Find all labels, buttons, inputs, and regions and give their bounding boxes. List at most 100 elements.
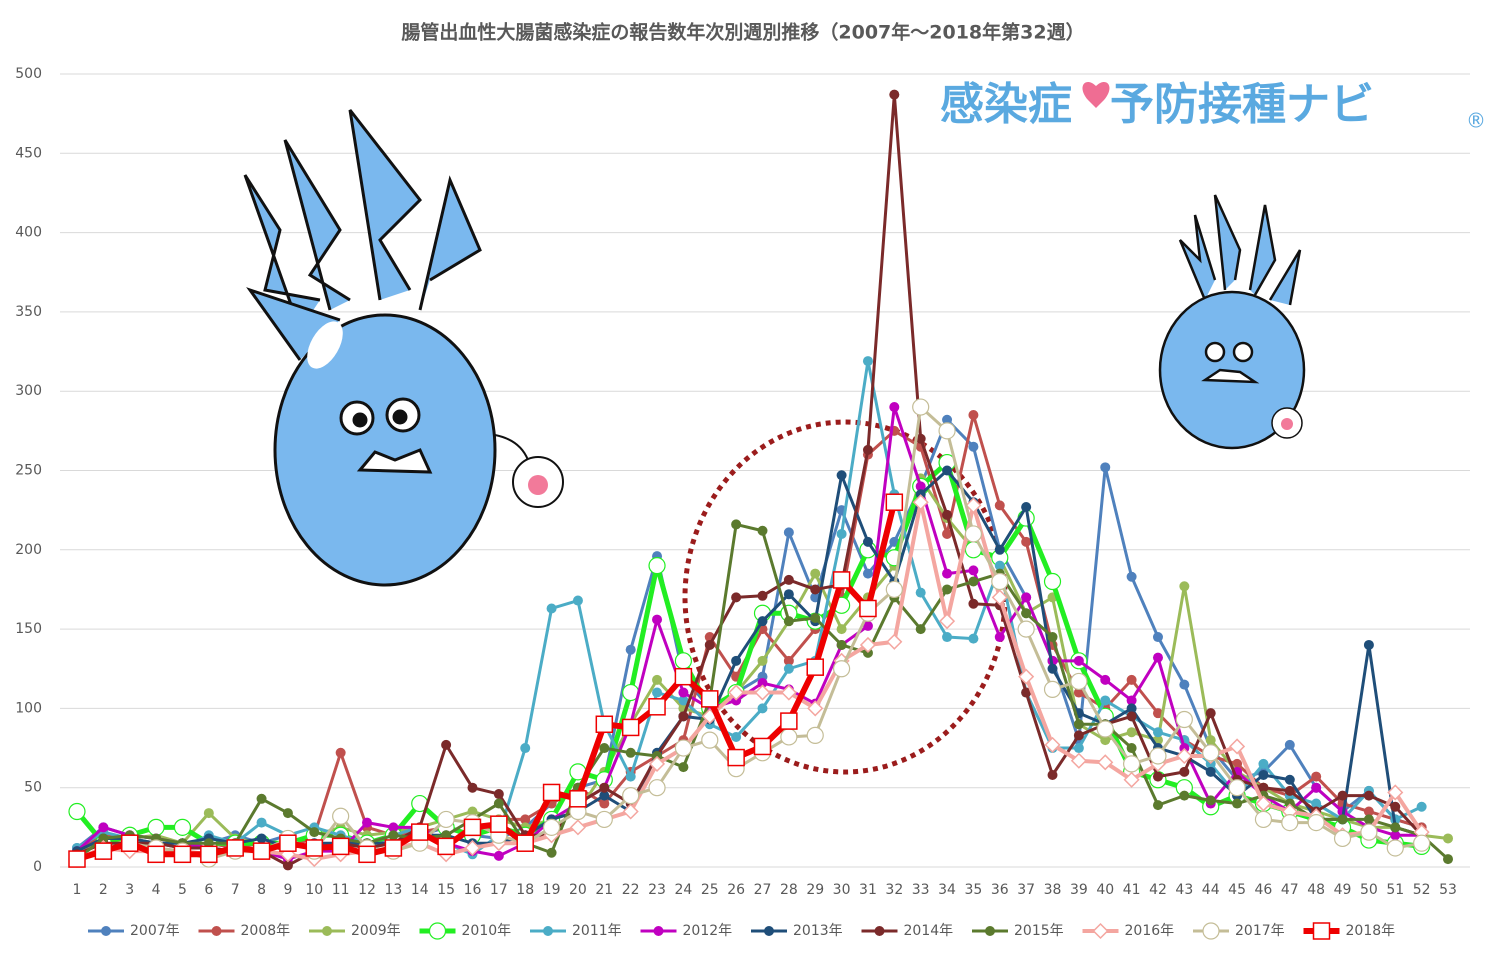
logo-left: 感染症 xyxy=(940,79,1072,130)
x-tick-label: 46 xyxy=(1255,882,1273,898)
x-tick-label: 32 xyxy=(885,882,903,898)
y-tick-label: 0 xyxy=(33,859,42,875)
marker xyxy=(1311,782,1322,793)
marker xyxy=(1070,672,1088,691)
marker xyxy=(1073,655,1084,666)
y-tick-label: 250 xyxy=(15,463,42,479)
x-tick-label: 50 xyxy=(1360,882,1378,898)
illustrations xyxy=(243,109,1306,775)
x-tick-label: 43 xyxy=(1175,882,1193,898)
marker xyxy=(942,528,953,539)
germ-small xyxy=(1158,194,1306,450)
y-tick-label: 400 xyxy=(15,225,42,241)
marker xyxy=(147,818,165,836)
marker xyxy=(1413,834,1431,852)
marker xyxy=(621,718,640,737)
x-tick-label: 3 xyxy=(125,882,134,898)
marker xyxy=(915,587,926,598)
marker xyxy=(98,822,109,833)
legend-label: 2011年 xyxy=(572,923,622,939)
marker xyxy=(674,739,693,757)
marker xyxy=(437,837,455,856)
marker xyxy=(1021,592,1032,603)
x-tick-label: 8 xyxy=(257,882,266,898)
marker xyxy=(1255,795,1272,812)
marker xyxy=(965,497,982,514)
marker xyxy=(1021,501,1032,512)
marker xyxy=(1443,833,1453,844)
marker xyxy=(1205,766,1216,777)
marker xyxy=(1258,782,1269,793)
marker xyxy=(1044,736,1061,753)
marker xyxy=(1387,784,1404,801)
marker xyxy=(942,509,953,520)
x-tick-label: 39 xyxy=(1070,882,1088,898)
marker xyxy=(1258,770,1269,781)
marker xyxy=(991,572,1009,591)
marker xyxy=(648,698,666,716)
x-tick-label: 13 xyxy=(384,882,402,898)
marker xyxy=(1229,738,1246,755)
marker xyxy=(1390,830,1401,841)
marker xyxy=(968,441,979,452)
x-tick-label: 49 xyxy=(1334,882,1352,898)
marker xyxy=(938,613,956,630)
y-tick-label: 50 xyxy=(24,780,42,796)
marker xyxy=(599,790,610,801)
marker xyxy=(728,684,745,701)
logo-mark: ® xyxy=(1466,109,1486,133)
marker xyxy=(1073,730,1084,741)
marker xyxy=(1337,790,1348,801)
x-tick-label: 9 xyxy=(283,882,292,898)
marker xyxy=(652,674,663,685)
y-tick-label: 100 xyxy=(15,700,42,716)
series: 2015年 xyxy=(72,519,1453,939)
marker xyxy=(331,837,350,856)
marker xyxy=(1205,735,1216,746)
marker xyxy=(886,633,903,650)
x-tick-label: 51 xyxy=(1386,882,1404,898)
marker xyxy=(464,839,481,857)
marker xyxy=(1390,801,1401,812)
marker xyxy=(1363,790,1374,801)
marker xyxy=(1312,922,1331,940)
marker xyxy=(810,568,821,579)
marker xyxy=(806,658,824,676)
marker xyxy=(256,817,267,828)
marker xyxy=(1100,695,1111,706)
marker xyxy=(727,748,745,767)
marker xyxy=(1228,779,1246,797)
logo: 感染症 予防接種ナビ ® xyxy=(940,79,1486,133)
marker xyxy=(520,814,531,825)
legend-label: 2017年 xyxy=(1235,923,1285,939)
marker xyxy=(832,571,851,589)
x-tick-label: 30 xyxy=(833,882,851,898)
marker xyxy=(493,850,504,861)
marker xyxy=(1281,813,1299,832)
marker xyxy=(463,818,482,837)
marker xyxy=(173,818,192,836)
marker xyxy=(757,678,768,689)
marker xyxy=(543,926,553,936)
marker xyxy=(1092,922,1109,940)
marker xyxy=(282,860,293,871)
marker xyxy=(1258,758,1269,769)
marker xyxy=(1254,810,1273,829)
marker xyxy=(490,815,508,833)
marker xyxy=(991,589,1008,606)
legend-label: 2018年 xyxy=(1346,923,1396,939)
marker xyxy=(599,782,610,793)
marker xyxy=(678,695,689,706)
marker xyxy=(757,655,768,666)
marker xyxy=(648,779,666,797)
x-tick-label: 53 xyxy=(1439,882,1457,898)
marker xyxy=(674,667,693,686)
marker xyxy=(1097,754,1114,771)
y-tick-label: 300 xyxy=(15,383,42,399)
marker xyxy=(309,827,320,838)
marker xyxy=(783,616,794,627)
marker xyxy=(1149,747,1167,765)
x-tick-label: 33 xyxy=(912,882,930,898)
marker xyxy=(994,560,1005,571)
